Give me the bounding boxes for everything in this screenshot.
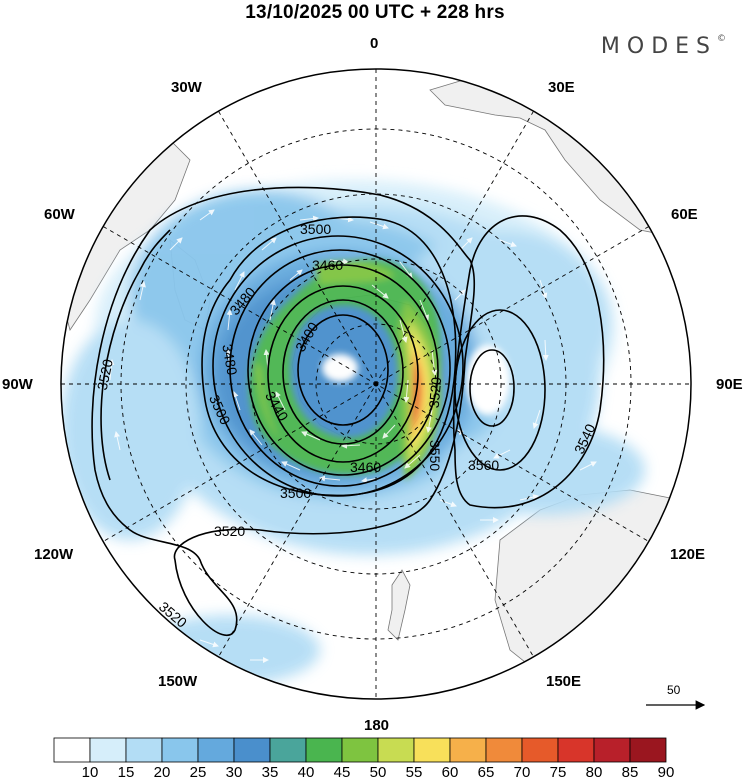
- contour-3540: [454, 309, 546, 471]
- contour-label: 3560: [468, 457, 499, 473]
- lon-label-150w: 150W: [158, 673, 198, 690]
- colorbar-label: 10: [81, 764, 99, 781]
- colorbar-label: 15: [117, 764, 135, 781]
- geopotential-contours: [91, 186, 605, 637]
- contour-3470: [229, 249, 451, 487]
- lon-label-30w: 30W: [171, 79, 202, 96]
- colorbar-label: 30: [225, 764, 243, 781]
- map-boundary: [60, 68, 692, 700]
- lon-label-180: 180: [364, 717, 390, 734]
- contour-3500: [201, 216, 457, 497]
- colorbar-label: 70: [513, 764, 531, 781]
- contour-label: 3520: [426, 376, 445, 409]
- colorbar-label: 90: [657, 764, 675, 781]
- brand-name: MODES: [600, 34, 717, 59]
- contour-3520: [91, 186, 476, 637]
- contour-3420: [282, 299, 404, 445]
- forecast-title: 13/10/2025 00 UTC + 228 hrs: [245, 2, 505, 23]
- copyright-mark: ©: [717, 34, 726, 44]
- lon-label-60w: 60W: [44, 206, 75, 223]
- contour-label: 3480: [219, 343, 240, 377]
- colorbar-label: 40: [297, 764, 315, 781]
- lon-label-90e: 90E: [716, 376, 743, 393]
- colorbar-label: 45: [333, 764, 351, 781]
- contour-3400: [297, 314, 389, 426]
- lon-label-150e: 150E: [546, 673, 582, 690]
- contour-label: 3520: [214, 523, 245, 539]
- lon-label-0: 0: [370, 35, 379, 52]
- contour-3560: [469, 349, 515, 427]
- colorbar-label: 35: [261, 764, 279, 781]
- contour-label: 3500: [280, 485, 311, 501]
- colorbar-label: 20: [153, 764, 171, 781]
- contour-label: 3460: [350, 459, 381, 475]
- colorbar-label: 60: [441, 764, 459, 781]
- contour-3520-far: [100, 229, 171, 481]
- new-zealand-land: [387, 569, 411, 641]
- lon-label-30e: 30E: [548, 79, 575, 96]
- reference-wind-label: 50: [667, 683, 681, 697]
- south-pole-marker: [373, 381, 379, 387]
- colorbar-label: 55: [405, 764, 423, 781]
- wind-speed-shading: [61, 180, 645, 685]
- colorbar-label: 50: [369, 764, 387, 781]
- lon-label-120e: 120E: [670, 546, 706, 563]
- colorbar-label: 75: [549, 764, 567, 781]
- lon-label-60e: 60E: [671, 206, 698, 223]
- contour-label: 3460: [312, 257, 343, 273]
- colorbar-label: 25: [189, 764, 207, 781]
- lon-label-120w: 120W: [34, 546, 74, 563]
- contour-3520-east: [452, 215, 605, 509]
- lon-label-90w: 90W: [2, 376, 33, 393]
- contour-3440: [267, 285, 419, 463]
- colorbar-label: 85: [621, 764, 639, 781]
- contour-label: 3520: [94, 358, 116, 392]
- contour-3460: [247, 264, 439, 476]
- contour-label: 3550: [427, 440, 443, 471]
- contour-label: 3500: [300, 221, 331, 237]
- modes-logo: MODES©: [601, 34, 726, 59]
- colorbar-label: 65: [477, 764, 495, 781]
- colorbar-label: 80: [585, 764, 603, 781]
